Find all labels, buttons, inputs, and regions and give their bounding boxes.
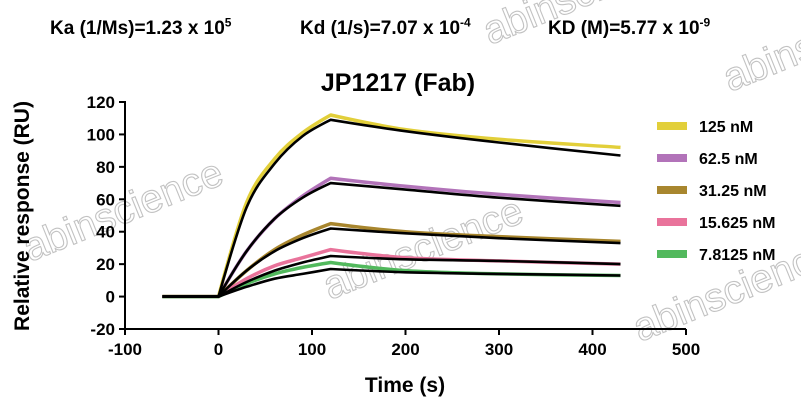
x-axis-title: Time (s) [365, 374, 445, 397]
kd-parameter: Kd (1/s)=7.07 x 10-4 [300, 15, 471, 40]
axes: -20 0 20 40 60 80 100 120 -100 0 100 200 300 400 500 [87, 93, 701, 359]
y-axis-title: Relative response (RU) [11, 101, 34, 331]
watermark-text: abinscience [477, 0, 689, 53]
fit-line-5 [162, 267, 621, 298]
ka-text: Ka (1/Ms)=1.23 x 10 [50, 18, 225, 39]
KD-parameter: KD (M)=5.77 x 10-9 [548, 15, 711, 40]
y-tick-label: 120 [87, 93, 115, 112]
x-tick-label: 200 [391, 340, 419, 359]
legend-swatch-4 [657, 218, 687, 226]
x-tick-label: 0 [214, 340, 223, 359]
kd-text: Kd (1/s)=7.07 x 10 [300, 18, 461, 39]
watermark-text: abinscience [317, 188, 529, 308]
legend-label-3: 31.25 nM [699, 183, 767, 200]
legend-swatch-1 [657, 122, 687, 130]
x-tick-label: 100 [298, 340, 326, 359]
legend-label-5: 7.8125 nM [699, 247, 775, 264]
ka-exponent: 5 [224, 15, 232, 30]
fit-line-4 [162, 254, 621, 298]
x-tick-label: 500 [672, 340, 700, 359]
legend-swatch-3 [657, 186, 687, 194]
kinetic-parameters: Ka (1/Ms)=1.23 x 105 Kd (1/s)=7.07 x 10-… [0, 10, 801, 44]
kd-exponent: -4 [460, 15, 471, 30]
y-tick-label: 20 [96, 255, 115, 274]
y-tick-label: 0 [106, 288, 115, 307]
legend-label-1: 125 nM [699, 119, 753, 136]
fit-layer [162, 118, 621, 298]
series-layer [162, 113, 621, 299]
x-tick-label: 300 [485, 340, 513, 359]
y-tick-label: 80 [96, 158, 115, 177]
watermark-text: abinscience [717, 0, 801, 100]
ka-parameter: Ka (1/Ms)=1.23 x 105 [50, 15, 232, 40]
y-tick-label: 40 [96, 223, 115, 242]
KD-exponent: -9 [699, 15, 711, 30]
x-tick-label: 400 [578, 340, 606, 359]
legend-swatch-5 [657, 250, 687, 258]
y-tick-label: 100 [87, 125, 115, 144]
KD-text: KD (M)=5.77 x 10 [548, 18, 700, 39]
watermark-layer: abinscience abinscience abinscience abinsci… [16, 0, 801, 351]
legend-label-4: 15.625 nM [699, 215, 775, 232]
y-tick-label: -20 [90, 320, 115, 339]
x-tick-label: -100 [108, 340, 142, 359]
legend-swatch-2 [657, 154, 687, 162]
fit-line-3 [162, 227, 621, 298]
legend: 125 nM 62.5 nM 31.25 nM 15.625 nM 7.8125 nM [657, 119, 775, 264]
chart-title: JP1217 (Fab) [321, 69, 475, 97]
fit-line-2 [162, 181, 621, 298]
y-tick-label: 60 [96, 190, 115, 209]
legend-label-2: 62.5 nM [699, 151, 758, 168]
watermark-text: abinscience [17, 150, 229, 270]
fit-line-1 [162, 118, 621, 298]
